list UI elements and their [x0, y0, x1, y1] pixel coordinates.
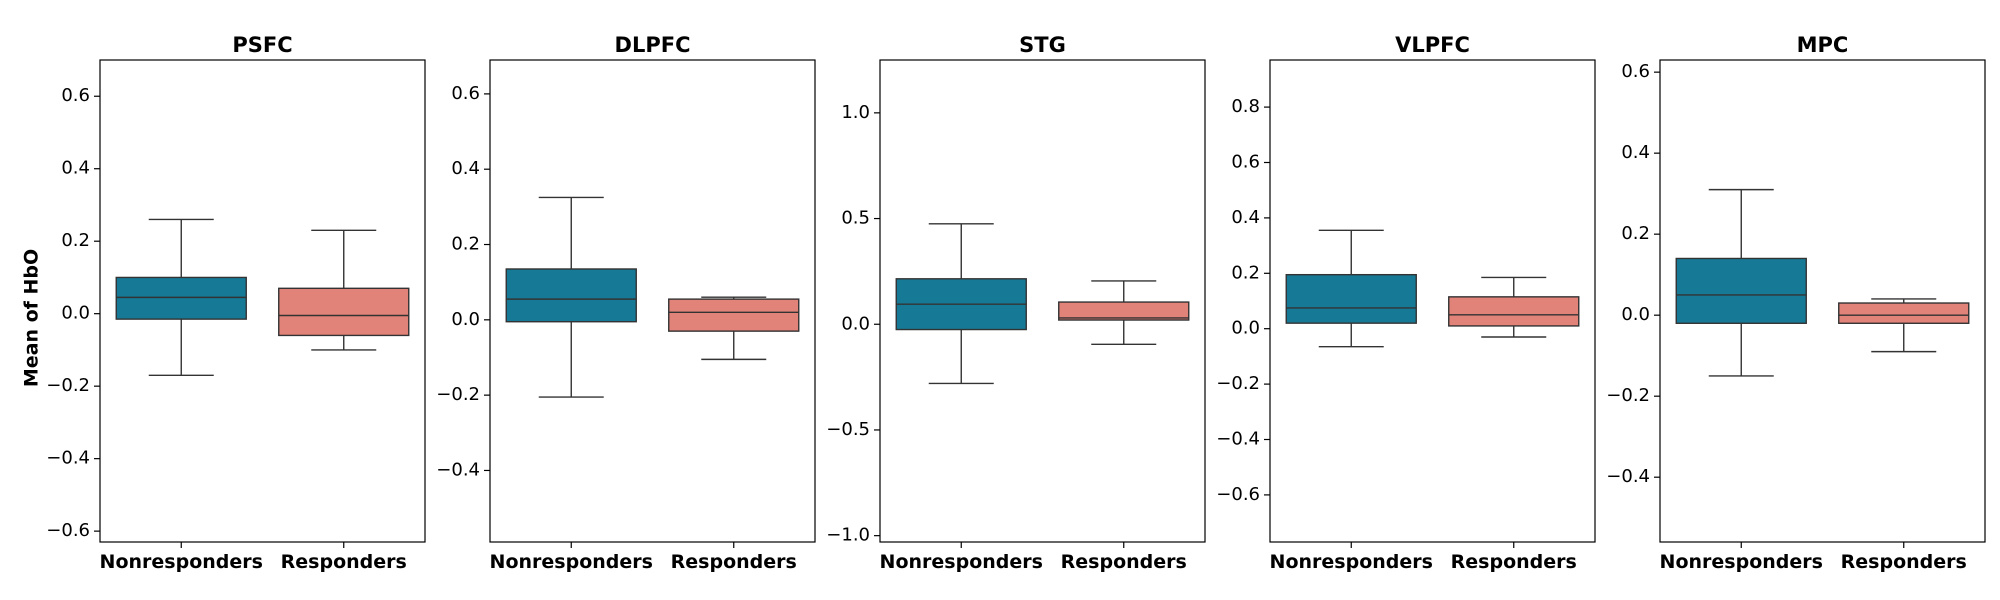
y-tick-label: 0.2 [451, 234, 480, 255]
x-tick-label: Responders [1451, 551, 1577, 573]
y-tick-label: −0.4 [436, 459, 480, 480]
y-tick-label: 0.0 [1231, 318, 1260, 339]
box-responders [668, 298, 800, 332]
y-tick-label: 0.2 [61, 230, 90, 251]
panel-title: STG [1019, 33, 1066, 57]
x-tick-label: Responders [281, 551, 407, 573]
box-nonresponders [505, 268, 637, 323]
y-tick-label: 0.0 [1621, 304, 1650, 325]
panel-title: VLPFC [1395, 33, 1470, 57]
box-nonresponders [1285, 273, 1417, 324]
box-responders [1058, 301, 1190, 321]
y-tick-label: −0.2 [436, 384, 480, 405]
axes-frame [1269, 59, 1596, 543]
x-tick-label: Nonresponders [100, 551, 263, 573]
x-tick-label: Nonresponders [1660, 551, 1823, 573]
y-tick-label: 0.2 [1621, 223, 1650, 244]
y-tick-label: 0.0 [841, 313, 870, 334]
box-responders [1448, 296, 1580, 327]
x-tick-label: Nonresponders [880, 551, 1043, 573]
x-tick-label: Responders [1841, 551, 1967, 573]
y-tick-label: −0.6 [46, 520, 90, 541]
axes-frame [489, 59, 816, 543]
y-tick-label: −0.4 [1606, 466, 1650, 487]
axes-frame [99, 59, 426, 543]
x-tick-label: Nonresponders [1270, 551, 1433, 573]
y-tick-label: −0.2 [1606, 385, 1650, 406]
box-nonresponders [1675, 257, 1807, 324]
panel-title: MPC [1797, 33, 1849, 57]
y-tick-label: −0.5 [826, 419, 870, 440]
y-tick-label: −0.2 [46, 375, 90, 396]
y-axis-label: Mean of HbO [21, 249, 43, 387]
panel-title: PSFC [232, 33, 292, 57]
y-tick-label: −1.0 [826, 525, 870, 546]
y-tick-label: 0.2 [1231, 262, 1260, 283]
y-tick-label: −0.4 [1216, 429, 1260, 450]
y-tick-label: 0.5 [841, 208, 870, 229]
axes-frame [1659, 59, 1986, 543]
x-tick-label: Nonresponders [490, 551, 653, 573]
y-tick-label: 0.0 [61, 303, 90, 324]
panel-psfc: PSFC −0.6 −0.4 −0.2 0.0 0.2 0.4 0.6 Nonresponder… [46, 33, 426, 573]
panel-dlpfc: DLPFC −0.4 −0.2 0.0 0.2 0.4 0.6 Nonresponders Re… [436, 33, 816, 573]
y-tick-label: 0.6 [451, 83, 480, 104]
y-tick-label: 0.6 [1621, 61, 1650, 82]
y-tick-label: 0.6 [1231, 151, 1260, 172]
panel-vlpfc: VLPFC −0.6 −0.4 −0.2 0.0 0.2 0.4 0.6 0.8 Nonrespo… [1216, 33, 1596, 573]
box-nonresponders [115, 276, 247, 320]
y-tick-label: 1.0 [841, 102, 870, 123]
y-tick-label: 0.4 [1231, 207, 1260, 228]
y-tick-label: 0.4 [451, 158, 480, 179]
panel-title: DLPFC [615, 33, 691, 57]
box-responders [1838, 302, 1970, 324]
y-tick-label: 0.8 [1231, 96, 1260, 117]
axes-frame [879, 59, 1206, 543]
y-tick-label: −0.4 [46, 448, 90, 469]
panel-mpc: MPC −0.4 −0.2 0.0 0.2 0.4 0.6 Nonresponders Resp… [1606, 33, 1986, 573]
x-tick-label: Responders [1061, 551, 1187, 573]
y-tick-label: 0.4 [1621, 142, 1650, 163]
panel-stg: STG −1.0 −0.5 0.0 0.5 1.0 Nonresponders Respond… [826, 33, 1206, 573]
y-tick-label: 0.4 [61, 158, 90, 179]
y-tick-label: 0.6 [61, 85, 90, 106]
y-tick-label: −0.2 [1216, 373, 1260, 394]
x-tick-label: Responders [671, 551, 797, 573]
box-responders [278, 287, 410, 337]
y-tick-label: −0.6 [1216, 484, 1260, 505]
y-tick-label: 0.0 [451, 309, 480, 330]
